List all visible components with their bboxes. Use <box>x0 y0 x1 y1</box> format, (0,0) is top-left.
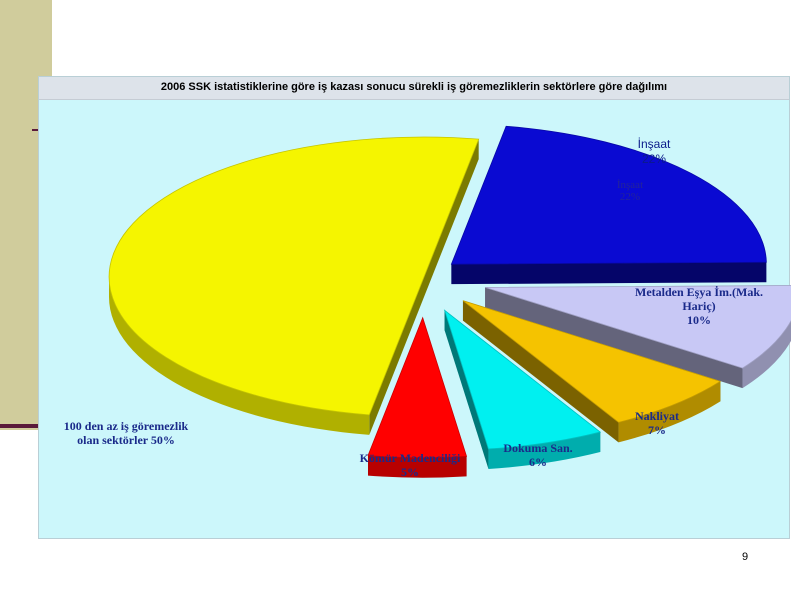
pie-slice-4 <box>367 316 468 459</box>
label-insaat-value: 22% <box>641 152 667 166</box>
label-komur: Kömür Madenciliği 5% <box>346 451 474 479</box>
pie-slice-rim-4 <box>368 455 467 478</box>
pie-slice-0 <box>450 125 767 265</box>
pie-slice-2 <box>462 300 722 423</box>
label-nakliyat: Nakliyat 7% <box>617 409 697 437</box>
pie-slice-rim-1 <box>742 320 791 389</box>
label-metal: Metalden Eşya İm.(Mak. Hariç) 10% <box>629 285 769 327</box>
chart-title-bar: 2006 SSK istatistiklerine göre iş kazası… <box>39 77 789 100</box>
page-number: 9 <box>742 551 749 563</box>
chart-title: 2006 SSK istatistiklerine göre iş kazası… <box>160 81 668 93</box>
label-metal-value: 10% <box>687 313 711 327</box>
pie-chart <box>108 125 791 478</box>
chart-frame: 2006 SSK istatistiklerine göre iş kazası… <box>38 76 791 539</box>
pie-slice-wall-3 <box>444 310 489 469</box>
pie-slice-wall-1 <box>485 287 743 389</box>
label-dokuma-name: Dokuma San. <box>503 441 573 455</box>
pie-slice-wall-5 <box>424 139 479 297</box>
pie-slice-wall-5 <box>369 277 424 435</box>
label-nakliyat-name: Nakliyat <box>634 409 679 423</box>
label-nakliyat-value: 7% <box>648 423 666 437</box>
label-komur-name: Kömür Madenciliği <box>359 451 461 465</box>
label-rest-line1: 100 den az iş göremezlik <box>63 419 189 433</box>
label-rest: 100 den az iş göremezlik olan sektörler … <box>41 419 211 447</box>
label-dokuma: Dokuma San. 6% <box>488 441 588 469</box>
label-komur-value: 5% <box>401 465 419 479</box>
bottom-rule-line <box>0 424 38 428</box>
pie-slice-rim-3 <box>488 432 601 469</box>
pie-slice-5 <box>108 136 480 416</box>
label-insaat-inner-value: 22% <box>619 191 641 203</box>
label-metal-line2: Hariç) <box>682 299 716 313</box>
label-insaat-inner: İnşaat 22% <box>595 179 665 203</box>
pie-slice-wall-0 <box>451 262 767 285</box>
title-rule-tick <box>32 129 40 131</box>
label-dokuma-value: 6% <box>529 455 547 469</box>
label-insaat-callout: İnşaat 22% <box>614 137 694 167</box>
label-metal-line1: Metalden Eşya İm.(Mak. <box>635 285 763 299</box>
label-rest-line2: olan sektörler 50% <box>77 433 175 447</box>
label-insaat-name: İnşaat <box>637 137 671 151</box>
label-insaat-inner-name: İnşaat <box>616 179 644 191</box>
pie-slice-rim-2 <box>618 381 721 443</box>
pie-slice-rim-5 <box>109 277 370 435</box>
pie-slice-1 <box>485 285 791 369</box>
pie-slice-wall-2 <box>462 300 619 443</box>
pie-slice-3 <box>443 309 602 450</box>
